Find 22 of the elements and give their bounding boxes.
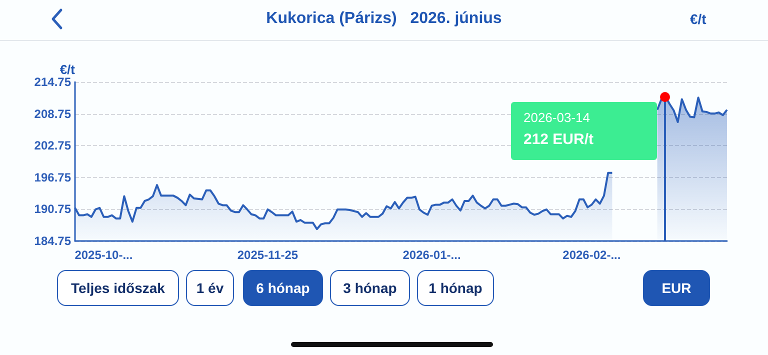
y-tick-label: 208.75: [34, 106, 72, 121]
text: 3 hónap: [330, 270, 410, 306]
y-tick-label: 202.75: [34, 138, 72, 153]
tooltip: 2026-03-14 212 EUR/t: [511, 102, 658, 160]
y-tick-label: 196.75: [34, 170, 72, 184]
annotation: 212 EUR/t: [523, 131, 595, 148]
text: 1 év: [186, 270, 234, 306]
y-tick-label: 184.75: [34, 234, 72, 248]
text: 1 hónap: [417, 270, 494, 306]
x-tick-label: 2025-10-...: [74, 248, 133, 262]
x-tick-label: 2025-11-25: [237, 248, 298, 262]
text: EUR: [643, 270, 710, 306]
y-axis-title: €/t: [60, 62, 76, 77]
x-tick-label: 2026-01-...: [402, 248, 461, 262]
chart-title: Kukorica (Párizs) 2026. június: [266, 10, 502, 27]
text: Teljes időszak: [57, 270, 179, 306]
text: 6 hónap: [243, 270, 323, 306]
y-tick-label: 214.75: [34, 75, 72, 89]
x-tick-label: 2026-02-...: [562, 248, 621, 262]
y-tick-label: 190.75: [34, 202, 72, 216]
annotation: 2026-03-14: [523, 110, 591, 125]
text: €/t: [690, 11, 706, 27]
